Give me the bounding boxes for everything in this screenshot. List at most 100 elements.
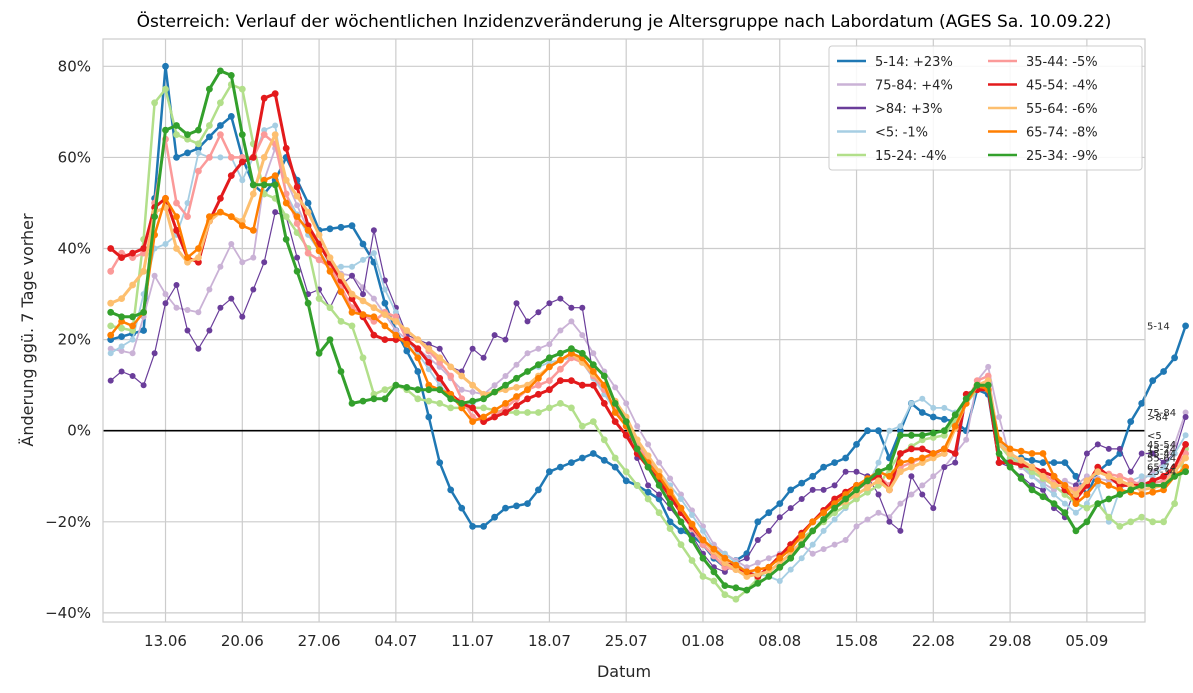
data-point — [644, 495, 652, 503]
data-point — [875, 509, 882, 516]
data-point — [831, 516, 838, 523]
legend-label: 75-84: +4% — [875, 79, 953, 94]
data-point — [513, 384, 520, 391]
data-point — [743, 586, 751, 594]
data-point — [809, 518, 817, 526]
data-point — [491, 388, 498, 396]
data-point — [337, 318, 345, 325]
data-point — [644, 452, 652, 460]
data-point — [622, 477, 630, 485]
data-point — [809, 527, 817, 535]
series-lines — [107, 62, 1189, 603]
data-point — [359, 311, 367, 318]
data-point — [765, 563, 773, 571]
data-point — [546, 363, 553, 371]
data-point — [227, 172, 235, 180]
end-label: 65-74 — [1147, 463, 1176, 474]
data-point — [502, 373, 509, 379]
data-point — [1149, 518, 1157, 526]
data-point — [1105, 513, 1113, 521]
x-tick-label: 25.07 — [605, 632, 648, 650]
series-15-24 — [107, 81, 1189, 603]
data-point — [1094, 441, 1101, 448]
data-point — [118, 343, 125, 350]
data-point — [260, 131, 268, 139]
data-point — [1160, 482, 1167, 489]
data-point — [173, 282, 180, 288]
data-point — [227, 213, 235, 221]
data-point — [140, 327, 148, 334]
data-point — [304, 208, 312, 216]
data-point — [250, 254, 257, 261]
data-point — [162, 195, 169, 202]
data-point — [930, 473, 937, 480]
series-65-74 — [107, 172, 1189, 576]
data-point — [557, 356, 564, 364]
data-point — [886, 427, 893, 434]
data-point — [1182, 414, 1189, 420]
data-point — [546, 300, 553, 307]
data-point — [951, 422, 959, 430]
data-point — [612, 384, 619, 391]
data-point — [688, 520, 696, 528]
data-point — [491, 382, 498, 389]
data-point — [107, 245, 115, 252]
data-point — [1149, 377, 1157, 384]
data-point — [239, 313, 246, 320]
data-point — [754, 566, 762, 573]
data-point — [107, 308, 115, 316]
data-point — [348, 222, 356, 230]
data-point — [875, 468, 882, 476]
data-point — [655, 482, 663, 489]
data-point — [436, 345, 443, 352]
data-point — [557, 327, 564, 334]
data-point — [524, 500, 531, 507]
data-point — [436, 354, 444, 362]
data-point — [1072, 472, 1080, 480]
legend-entry: <5: -1% — [837, 126, 928, 141]
data-point — [721, 591, 729, 599]
data-point — [184, 213, 191, 221]
data-point — [589, 368, 597, 375]
data-point — [524, 395, 531, 403]
plot-frame — [102, 38, 1146, 623]
data-point — [754, 537, 761, 543]
data-point — [1072, 527, 1080, 535]
data-point — [348, 322, 356, 330]
data-point — [1138, 513, 1146, 521]
data-point — [162, 126, 169, 134]
data-point — [809, 472, 817, 480]
data-point — [600, 400, 608, 407]
data-point — [809, 550, 816, 557]
data-point — [952, 459, 959, 466]
data-point — [425, 359, 433, 366]
data-point — [414, 336, 422, 343]
data-point — [1050, 500, 1058, 507]
data-point — [634, 423, 641, 430]
data-point — [206, 154, 213, 161]
data-point — [622, 468, 630, 476]
data-point — [315, 247, 323, 255]
data-point — [1017, 475, 1025, 482]
data-point — [348, 290, 356, 298]
data-point — [129, 336, 136, 343]
data-point — [1094, 477, 1102, 485]
data-point — [1171, 500, 1178, 507]
data-point — [173, 199, 180, 207]
data-point — [1182, 409, 1189, 416]
data-point — [557, 463, 564, 471]
legend-label: 35-44: -5% — [1026, 55, 1098, 70]
data-point — [370, 395, 378, 403]
data-point — [228, 295, 235, 302]
data-point — [381, 311, 389, 318]
x-tick-label: 08.08 — [758, 632, 801, 650]
legend-entry: 5-14: +23% — [837, 55, 953, 70]
data-point — [677, 527, 685, 535]
data-point — [985, 363, 992, 370]
data-point — [919, 395, 926, 402]
data-point — [908, 431, 915, 439]
data-point — [929, 413, 937, 421]
data-point — [919, 482, 926, 489]
legend-frame — [828, 45, 1143, 171]
data-point — [546, 354, 553, 362]
